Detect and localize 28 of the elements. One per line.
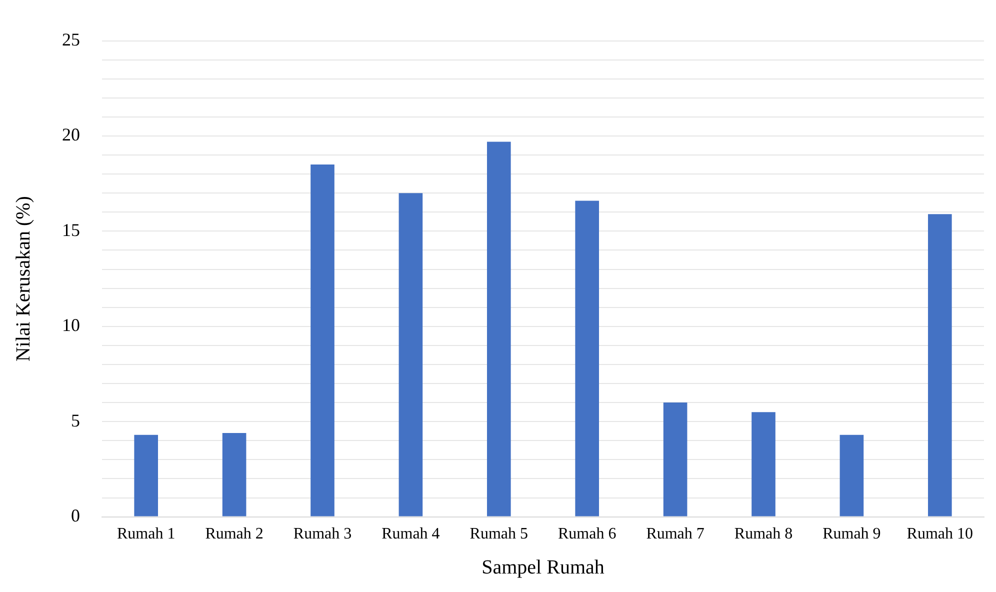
- y-tick-label: 0: [71, 506, 80, 526]
- bar: [752, 412, 776, 516]
- x-tick-label: Rumah 5: [470, 526, 528, 543]
- x-tick-label: Rumah 4: [382, 526, 440, 543]
- y-axis-title: Nilai Kerusakan (%): [12, 196, 34, 362]
- y-tick-label: 10: [62, 315, 80, 336]
- x-axis-title: Sampel Rumah: [482, 556, 604, 578]
- x-tick-label: Rumah 7: [646, 526, 704, 543]
- x-tick-label: Rumah 8: [734, 526, 793, 543]
- y-tick-label: 25: [62, 30, 80, 50]
- bar: [398, 193, 423, 516]
- bar: [310, 164, 334, 516]
- x-tick-label: Rumah 10: [906, 526, 974, 543]
- bar: [486, 142, 511, 516]
- bar: [928, 214, 952, 516]
- x-tick-label: Rumah 2: [205, 526, 264, 543]
- bar: [222, 433, 246, 516]
- x-tick-label: Rumah 3: [293, 526, 352, 543]
- x-tick-label: Rumah 1: [116, 526, 176, 543]
- x-tick-label: Rumah 6: [558, 526, 616, 543]
- bar: [575, 200, 600, 516]
- bar: [663, 402, 688, 516]
- y-tick-label: 5: [71, 410, 80, 430]
- y-tick-label: 20: [62, 124, 80, 145]
- bar: [840, 434, 864, 516]
- bar: [134, 434, 158, 516]
- x-tick-label: Rumah 9: [822, 526, 881, 543]
- y-tick-label: 15: [62, 220, 80, 240]
